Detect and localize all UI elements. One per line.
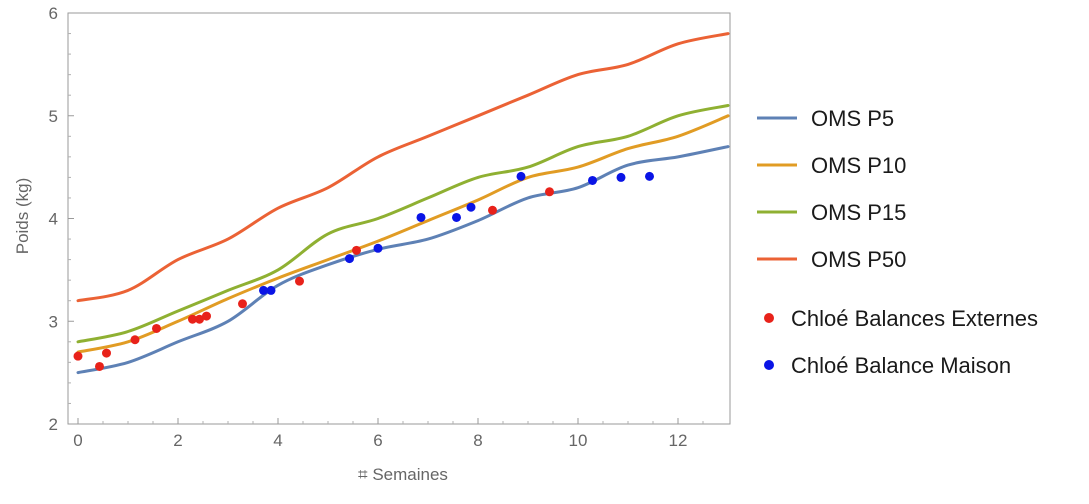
point-chloe-balance-maison — [345, 254, 354, 264]
point-chloe-balance-maison — [373, 243, 383, 253]
point-chloe-balances-externes — [238, 299, 247, 309]
point-chloe-balances-externes — [195, 314, 204, 324]
point-chloe-balances-externes — [488, 205, 497, 215]
legend-label-oms-p10: OMS P10 — [811, 153, 906, 178]
x-tick-label: 8 — [473, 431, 482, 450]
y-tick-label: 6 — [49, 4, 58, 23]
point-chloe-balance-maison — [416, 212, 426, 222]
series-line-oms-p10 — [76, 114, 730, 354]
point-chloe-balance-maison — [645, 171, 654, 181]
x-tick-label: 10 — [569, 431, 588, 450]
point-chloe-balances-externes — [152, 323, 161, 333]
legend-label-chloe-balance-maison: Chloé Balance Maison — [791, 353, 1011, 378]
point-chloe-balances-externes — [188, 314, 197, 324]
point-chloe-balances-externes — [130, 335, 140, 345]
y-tick-label: 2 — [49, 415, 58, 434]
x-tick-label: 4 — [273, 431, 282, 450]
series-line-oms-p15 — [76, 104, 730, 344]
series-line-oms-p5 — [76, 145, 730, 375]
point-chloe-balance-maison — [616, 172, 626, 182]
point-chloe-balance-maison — [259, 285, 268, 295]
point-chloe-balances-externes — [545, 187, 554, 197]
point-chloe-balance-maison — [588, 175, 597, 185]
point-chloe-balance-maison — [266, 285, 276, 295]
point-chloe-balances-externes — [352, 245, 361, 255]
legend: OMS P5 OMS P10 OMS P15 OMS P50 Chloé Balance… — [757, 106, 1038, 378]
legend-label-oms-p15: OMS P15 — [811, 200, 906, 225]
legend-label-oms-p5: OMS P5 — [811, 106, 894, 131]
x-tick-label: 2 — [173, 431, 182, 450]
x-tick-label: 0 — [73, 431, 82, 450]
point-chloe-balances-externes — [295, 276, 304, 286]
y-tick-label: 4 — [49, 210, 58, 229]
x-tick-label: 6 — [373, 431, 382, 450]
point-chloe-balance-maison — [466, 202, 476, 212]
point-chloe-balance-maison — [452, 212, 461, 222]
legend-marker-chloe-balances-externes — [764, 313, 774, 323]
point-chloe-balances-externes — [102, 348, 111, 358]
y-tick-label: 3 — [49, 312, 58, 331]
y-axis: 2 3 4 5 6 — [49, 4, 74, 434]
legend-label-oms-p50: OMS P50 — [811, 247, 906, 272]
scatter-points — [73, 171, 654, 371]
legend-label-chloe-balances-externes: Chloé Balances Externes — [791, 306, 1038, 331]
point-chloe-balances-externes — [202, 311, 211, 321]
series-lines — [76, 32, 730, 375]
x-tick-label: 12 — [669, 431, 688, 450]
series-line-oms-p50 — [76, 32, 730, 303]
legend-marker-chloe-balance-maison — [764, 360, 774, 370]
x-axis-title: ⌗ Semaines — [358, 465, 448, 484]
y-tick-label: 5 — [49, 107, 58, 126]
point-chloe-balance-maison — [516, 171, 526, 181]
point-chloe-balances-externes — [73, 351, 83, 361]
x-axis: 0 2 4 6 8 10 12 — [73, 418, 704, 450]
y-axis-title: Poids (kg) — [13, 178, 32, 255]
point-chloe-balances-externes — [95, 361, 104, 371]
